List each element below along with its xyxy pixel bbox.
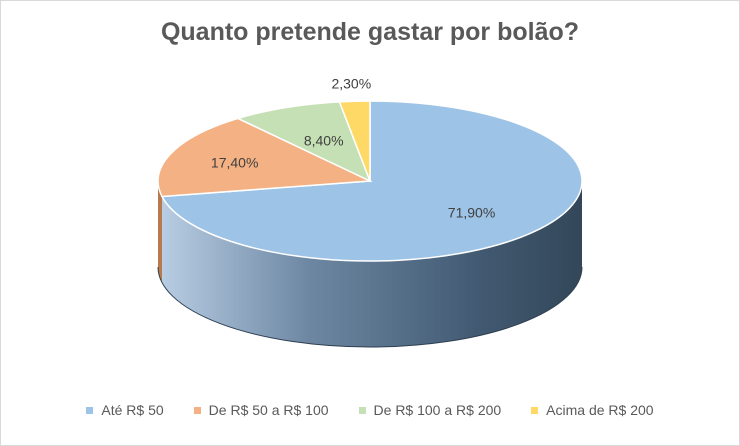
pie-slice-3 — [338, 100, 371, 182]
legend-swatch — [193, 406, 201, 414]
legend-item-1: De R$ 50 a R$ 100 — [193, 402, 329, 418]
pie-slice-0 — [160, 100, 583, 262]
data-label-1: 17,40% — [211, 154, 258, 170]
legend: Até R$ 50 De R$ 50 a R$ 100 De R$ 100 a R$… — [0, 402, 740, 418]
pie-side-1 — [158, 181, 163, 283]
legend-swatch — [358, 406, 366, 414]
chart-title: Quanto pretende gastar por bolão? — [160, 18, 580, 46]
pie-slice-2 — [235, 101, 372, 183]
legend-item-2: De R$ 100 a R$ 200 — [358, 402, 502, 418]
data-label-3: 2,30% — [331, 76, 371, 92]
legend-item-0: Até R$ 50 — [86, 402, 164, 418]
legend-item-3: Acima de R$ 200 — [531, 402, 654, 418]
legend-label: De R$ 100 a R$ 200 — [373, 402, 502, 418]
data-label-2: 8,40% — [304, 133, 344, 149]
pie-side-0 — [162, 181, 583, 348]
pie-slice-1 — [157, 117, 373, 198]
data-label-0: 71,90% — [448, 204, 495, 220]
legend-label: Acima de R$ 200 — [546, 402, 654, 418]
legend-swatch — [531, 406, 539, 414]
legend-label: Até R$ 50 — [101, 402, 164, 418]
pie-bottom-edge — [157, 266, 583, 348]
legend-label: De R$ 50 a R$ 100 — [208, 402, 329, 418]
legend-swatch — [86, 406, 94, 414]
